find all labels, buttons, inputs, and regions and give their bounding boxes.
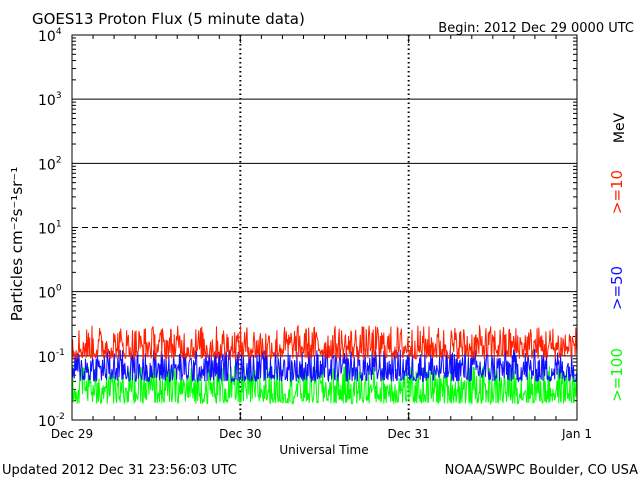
- units-label: MeV: [612, 112, 628, 143]
- legend-label: >=100: [608, 348, 626, 402]
- y-tick-label: 10-2: [38, 412, 65, 430]
- y-tick-label: 100: [38, 284, 62, 302]
- chart-title: GOES13 Proton Flux (5 minute data): [32, 10, 305, 28]
- x-tick-label: Dec 29: [51, 427, 93, 441]
- y-tick-label: 101: [38, 220, 62, 238]
- y-tick-label: 102: [38, 155, 62, 173]
- series-line-50: [71, 348, 578, 384]
- series-line-10: [71, 324, 578, 361]
- y-axis-label: Particles cm⁻²s⁻¹sr⁻¹: [8, 167, 26, 321]
- y-tick-label: 10-1: [38, 348, 65, 366]
- y-tick-label: 104: [38, 27, 62, 45]
- credit-text: NOAA/SWPC Boulder, CO USA: [445, 463, 638, 478]
- legend-label: >=50: [608, 266, 626, 310]
- chart-subtitle: Begin: 2012 Dec 29 0000 UTC: [438, 21, 634, 36]
- x-tick-label: Dec 30: [219, 427, 261, 441]
- x-tick-label: Dec 31: [388, 427, 430, 441]
- y-tick-label: 103: [38, 91, 62, 109]
- x-tick-label: Jan 1: [561, 427, 592, 441]
- x-axis-label: Universal Time: [279, 443, 368, 457]
- updated-timestamp: Updated 2012 Dec 31 23:56:03 UTC: [2, 463, 237, 478]
- legend-label: >=10: [608, 170, 626, 214]
- plot-frame: [71, 34, 578, 421]
